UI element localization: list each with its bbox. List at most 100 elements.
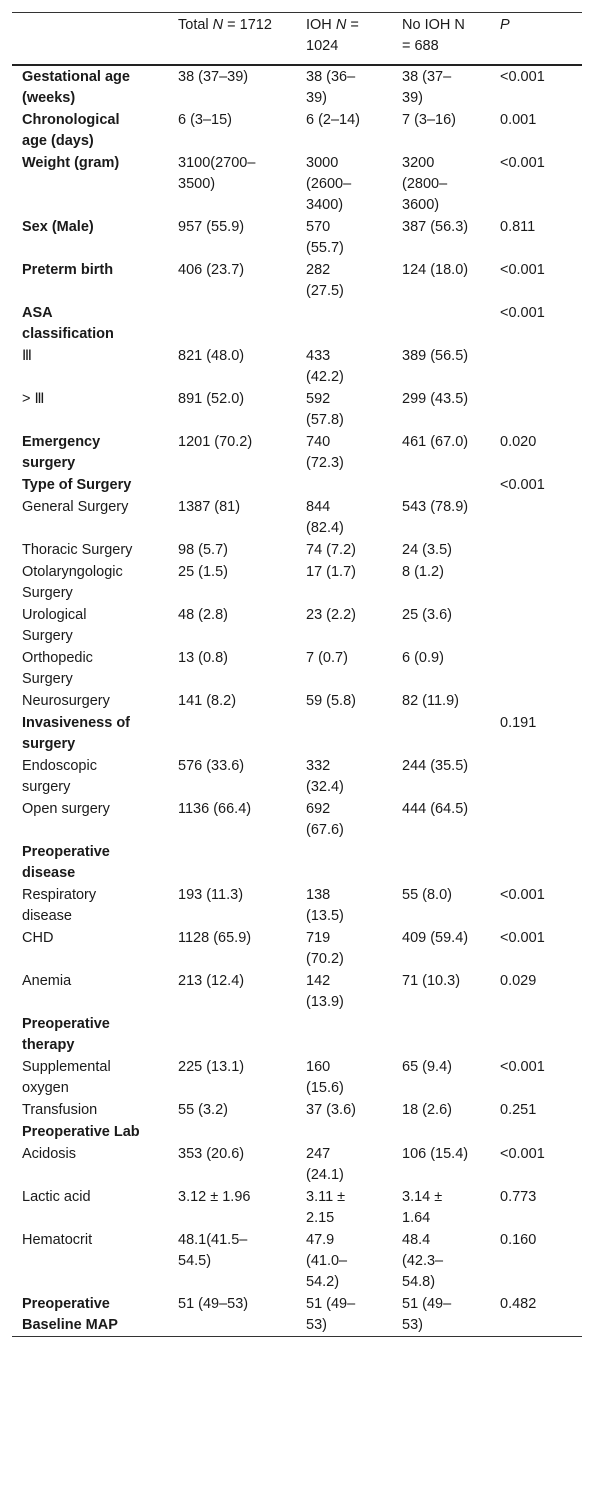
value-cell: 74 (7.2) [306,539,402,561]
value-cell: <0.001 [500,152,582,216]
cell-text: 844 (82.4) [306,499,344,536]
value-cell: 38 (37–39) [178,65,306,109]
cell-text: 0.160 [500,1232,537,1248]
value-cell: 55 (8.0) [402,884,500,927]
table-row: Type of Surgery <0.001 [12,474,582,496]
cell-text: 299 (43.5) [402,391,469,407]
value-cell: 282 (27.5) [306,259,402,302]
row-label: Neurosurgery [22,693,110,709]
cell-text: 0.191 [500,715,537,731]
table-row: Sex (Male) 957 (55.9) 570 (55.7) 387 (56.3)… [12,216,582,259]
value-cell: 55 (3.2) [178,1099,306,1121]
cell-text: 74 (7.2) [306,542,356,558]
cell-text: 3.14 ± 1.64 [402,1189,443,1226]
value-cell: 740 (72.3) [306,431,402,474]
cell-text: 71 (10.3) [402,973,461,989]
value-cell [500,345,582,388]
value-cell: 106 (15.4) [402,1143,500,1186]
cell-text: 225 (13.1) [178,1059,245,1075]
cell-text: 47.9 (41.0–54.2) [306,1232,348,1290]
row-label-cell: Preoperative Baseline MAP [12,1293,178,1337]
value-cell [500,1121,582,1143]
value-cell: 389 (56.5) [402,345,500,388]
value-cell [178,841,306,884]
cell-text: 740 (72.3) [306,434,344,471]
value-cell: 37 (3.6) [306,1099,402,1121]
value-cell: 51 (49–53) [178,1293,306,1337]
cell-text: 592 (57.8) [306,391,344,428]
value-cell: <0.001 [500,259,582,302]
cell-text: 1128 (65.9) [178,930,252,946]
row-label: Preoperative Lab [22,1124,140,1140]
cell-text: 282 (27.5) [306,262,344,299]
value-cell [500,755,582,798]
cell-text: 6 (3–15) [178,112,233,128]
cell-text: 18 (2.6) [402,1102,452,1118]
cell-text: 3000 (2600–3400) [306,155,352,213]
header-row: Total N = 1712 IOH N = 1024 No IOH N = 688… [12,12,582,66]
cell-text: 193 (11.3) [178,887,244,903]
row-label-cell: CHD [12,927,178,970]
cell-text: 332 (32.4) [306,758,344,795]
value-cell: 7 (0.7) [306,647,402,690]
value-cell: 0.020 [500,431,582,474]
cell-text: 124 (18.0) [402,262,469,278]
row-label: Supplemental oxygen [22,1059,111,1096]
value-cell: 51 (49–53) [306,1293,402,1337]
row-label: Anemia [22,973,72,989]
cell-text: 25 (1.5) [178,564,228,580]
value-cell: 98 (5.7) [178,539,306,561]
row-label-cell: Supplemental oxygen [12,1056,178,1099]
value-cell [178,302,306,345]
row-label-cell: Acidosis [12,1143,178,1186]
cell-text: 387 (56.3) [402,219,469,235]
row-label-cell: Anemia [12,970,178,1013]
value-cell [178,474,306,496]
cell-text: 0.020 [500,434,537,450]
value-cell: 0.160 [500,1229,582,1293]
table-row: General Surgery 1387 (81) 844 (82.4) 543 (7… [12,496,582,539]
row-label: > Ⅲ [22,391,45,407]
value-cell [306,1013,402,1056]
table-row: Endoscopic surgery 576 (33.6) 332 (32.4) 24… [12,755,582,798]
value-cell [500,1013,582,1056]
table-row: Urological Surgery 48 (2.8) 23 (2.2) 25 (3.… [12,604,582,647]
value-cell [500,647,582,690]
value-cell: 3100(2700–3500) [178,152,306,216]
row-label: Lactic acid [22,1189,91,1205]
row-label-cell: Ⅲ [12,345,178,388]
cell-text: 891 (52.0) [178,391,245,407]
header-cell: P [500,13,582,66]
cell-text: 957 (55.9) [178,219,245,235]
table-row: Emergency surgery 1201 (70.2) 740 (72.3) 46… [12,431,582,474]
cell-text: 433 (42.2) [306,348,344,385]
table-row: Preoperative Lab [12,1121,582,1143]
value-cell: 47.9 (41.0–54.2) [306,1229,402,1293]
value-cell: 24 (3.5) [402,539,500,561]
value-cell: 25 (3.6) [402,604,500,647]
value-cell: <0.001 [500,474,582,496]
value-cell: 160 (15.6) [306,1056,402,1099]
cell-text: 409 (59.4) [402,930,469,946]
cell-text: 576 (33.6) [178,758,245,774]
value-cell: 138 (13.5) [306,884,402,927]
cell-text: 0.251 [500,1102,537,1118]
cell-text: 692 (67.6) [306,801,344,838]
row-label: Preoperative therapy [22,1016,110,1053]
value-cell: 543 (78.9) [402,496,500,539]
row-label-cell: Gestational age (weeks) [12,65,178,109]
table-row: Otolaryngologic Surgery 25 (1.5) 17 (1.7) 8… [12,561,582,604]
value-cell: 0.811 [500,216,582,259]
table-row: Transfusion 55 (3.2) 37 (3.6) 18 (2.6) 0.251 [12,1099,582,1121]
cell-text: 821 (48.0) [178,348,245,364]
value-cell [306,841,402,884]
value-cell [500,561,582,604]
header-segment: N [335,17,347,33]
row-label: CHD [22,930,54,946]
table-row: Preoperative disease [12,841,582,884]
cell-text: 38 (37–39) [178,69,249,85]
value-cell: 387 (56.3) [402,216,500,259]
row-label-cell: Orthopedic Surgery [12,647,178,690]
row-label-cell: Thoracic Surgery [12,539,178,561]
